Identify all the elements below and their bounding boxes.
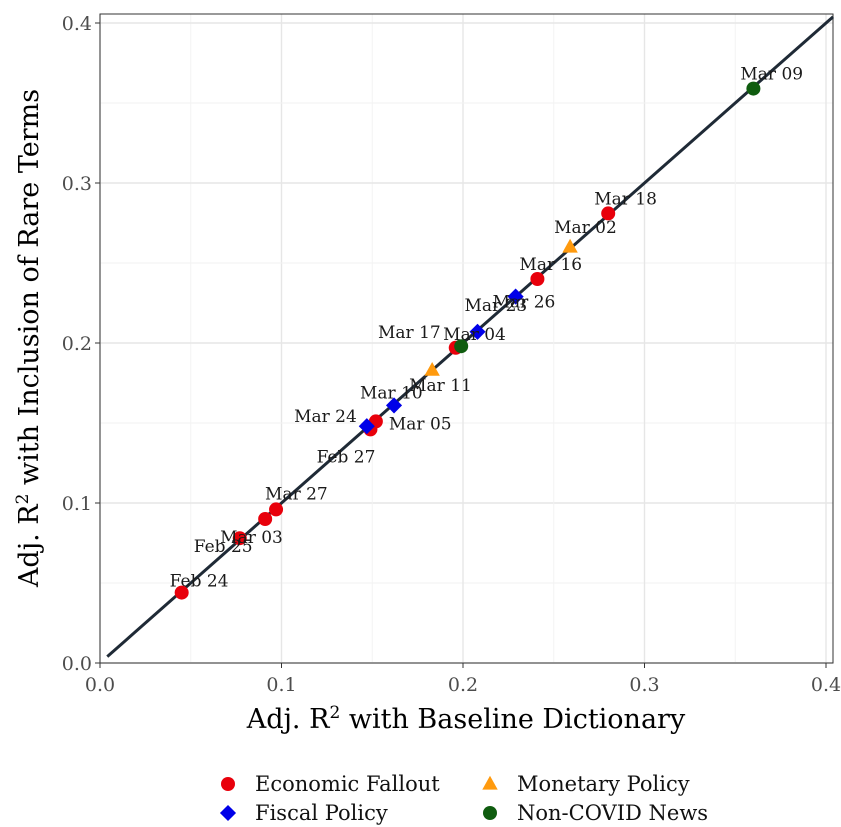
legend: Economic Fallout Monetary Policy Fiscal Po…	[0, 766, 841, 826]
legend-label: Economic Fallout	[255, 772, 440, 796]
data-point-economic-fallout	[269, 502, 284, 517]
data-point-fiscal-policy	[385, 397, 403, 414]
point-label: Mar 18	[594, 189, 657, 209]
legend-symbol	[483, 806, 497, 820]
point-label: Mar 11	[409, 376, 472, 396]
point-label: Mar 17	[378, 323, 441, 343]
data-point-economic-fallout	[258, 512, 273, 526]
y-tick-label: 0.2	[62, 333, 92, 355]
legend-item-monetary-policy: Monetary Policy	[479, 770, 690, 798]
point-label: Mar 03	[220, 528, 283, 548]
point-label: Mar 10	[360, 383, 423, 403]
y-tick-label: 0.1	[62, 493, 92, 515]
x-tick-label: 0.0	[85, 674, 115, 696]
data-point-economic-fallout	[174, 585, 189, 600]
legend-symbol	[482, 775, 498, 790]
legend-label: Non-COVID News	[517, 801, 709, 825]
legend-circle-icon	[217, 773, 239, 795]
legend-triangle-icon	[479, 773, 501, 795]
x-tick-label: 0.3	[629, 674, 659, 696]
legend-symbol	[221, 777, 235, 791]
data-point-fiscal-policy	[469, 323, 486, 340]
data-point-non-covid-news	[746, 81, 761, 96]
y-tick-label: 0.3	[62, 173, 92, 195]
point-label: Feb 25	[194, 537, 253, 557]
x-axis-title: Adj. R2 with Baseline Dictionary	[246, 703, 686, 735]
x-tick-label: 0.2	[448, 674, 478, 696]
point-label: Feb 27	[317, 447, 376, 467]
point-label: Mar 05	[389, 414, 452, 434]
point-label: Mar 04	[443, 325, 506, 345]
gridlines	[99, 14, 833, 664]
legend-symbol	[219, 804, 237, 822]
legend-label: Monetary Policy	[517, 772, 690, 796]
point-label: Mar 23	[465, 296, 528, 316]
y-tick-label: 0.4	[62, 13, 92, 35]
point-label: Mar 24	[294, 407, 357, 427]
data-point-economic-fallout	[530, 272, 545, 286]
legend-circle-icon	[479, 802, 501, 824]
y-tick-label: 0.0	[62, 653, 92, 675]
legend-item-non-covid-news: Non-COVID News	[479, 799, 708, 827]
point-label: Mar 16	[519, 255, 582, 275]
data-point-fiscal-policy	[358, 418, 375, 435]
data-point-fiscal-policy	[507, 288, 524, 305]
reference-line-y-equals-x	[106, 15, 834, 658]
legend-item-economic-fallout: Economic Fallout	[217, 770, 440, 798]
point-label: Feb 24	[170, 572, 229, 592]
point-label: Mar 02	[554, 218, 617, 238]
data-points	[174, 81, 761, 600]
data-point-monetary-policy	[424, 361, 440, 376]
data-point-monetary-policy	[562, 238, 578, 253]
point-label: Mar 09	[740, 65, 803, 85]
point-label: Mar 26	[493, 293, 556, 313]
legend-diamond-icon	[217, 802, 239, 824]
y-axis-title: Adj. R2 with Inclusion of Rare Terms	[13, 89, 45, 588]
legend-item-fiscal-policy: Fiscal Policy	[217, 799, 388, 827]
scatter-chart: 0.0 0.1 0.2 0.3 0.40.00.10.20.30.4 Feb 24Feb…	[13, 13, 841, 735]
plot-panel-border	[99, 13, 834, 664]
point-label: Mar 27	[265, 484, 328, 504]
data-point-non-covid-news	[454, 339, 469, 354]
x-tick-label: 0.4	[811, 674, 841, 696]
axis-ticks: 0.0 0.1 0.2 0.3 0.4 0.0 0.1 0.2 0.3 0.4	[62, 13, 841, 696]
legend-label: Fiscal Policy	[255, 801, 388, 825]
data-point-economic-fallout	[601, 206, 616, 221]
data-point-economic-fallout	[232, 531, 247, 546]
x-tick-label: 0.1	[266, 674, 296, 696]
